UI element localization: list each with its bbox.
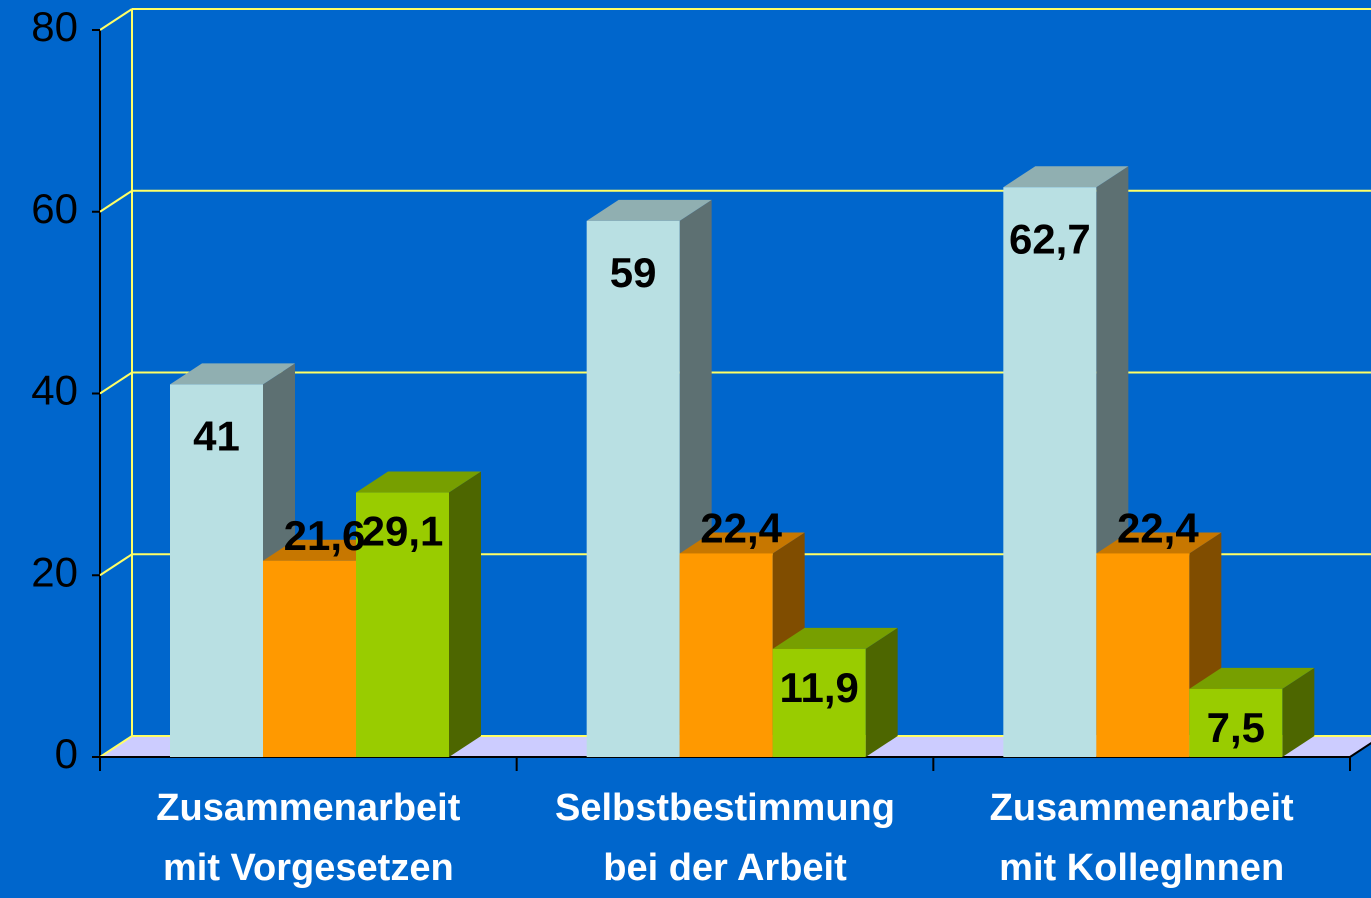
grid-line-side (99, 189, 133, 213)
bar-top (586, 199, 712, 221)
x-axis-end (1349, 742, 1371, 758)
x-tick-label: mit KollegInnen (999, 847, 1284, 889)
bar-side (449, 471, 481, 757)
y-tick-label: 0 (55, 730, 78, 777)
bar (263, 560, 356, 757)
bar (1189, 688, 1283, 757)
bar (1003, 187, 1097, 757)
x-tick-label: mit Vorgesetzen (163, 847, 454, 889)
bar-side (1282, 667, 1315, 757)
x-tick-label: bei der Arbeit (603, 847, 847, 889)
bar (356, 492, 449, 757)
bar-top (772, 627, 898, 649)
grid-line-side (99, 371, 133, 395)
bar-top (1189, 667, 1315, 689)
value-label: 62,7 (1009, 215, 1091, 262)
bar-top (679, 532, 805, 554)
x-tick-label: Selbstbestimmung (555, 787, 895, 829)
bar-top (356, 471, 481, 493)
x-tick-label: Zusammenarbeit (156, 787, 460, 829)
bar (586, 220, 680, 757)
value-label: 21,6 (284, 512, 366, 559)
grid-line-side (99, 735, 133, 758)
y-tick-label: 60 (31, 185, 78, 232)
bar-top (170, 363, 295, 385)
y-tick-label: 40 (31, 367, 78, 414)
bar-side (865, 627, 898, 757)
value-label: 11,9 (779, 664, 858, 711)
value-label: 59 (610, 249, 657, 296)
y-tick-label: 80 (31, 3, 78, 50)
bar (772, 648, 866, 757)
x-tick-label: Zusammenarbeit (990, 787, 1294, 829)
value-label: 7,5 (1207, 704, 1265, 751)
bar (1096, 553, 1190, 757)
value-label: 22,4 (1117, 505, 1199, 552)
y-tick-label: 20 (31, 548, 78, 595)
bar-top (1096, 532, 1222, 554)
grid-line-side (99, 8, 133, 31)
bar-top (1003, 166, 1129, 188)
grid-line-side (99, 553, 133, 577)
value-label: 29,1 (362, 508, 444, 555)
value-label: 41 (193, 413, 240, 460)
bar (170, 384, 263, 757)
value-label: 22,4 (700, 505, 782, 552)
bar (679, 553, 773, 757)
